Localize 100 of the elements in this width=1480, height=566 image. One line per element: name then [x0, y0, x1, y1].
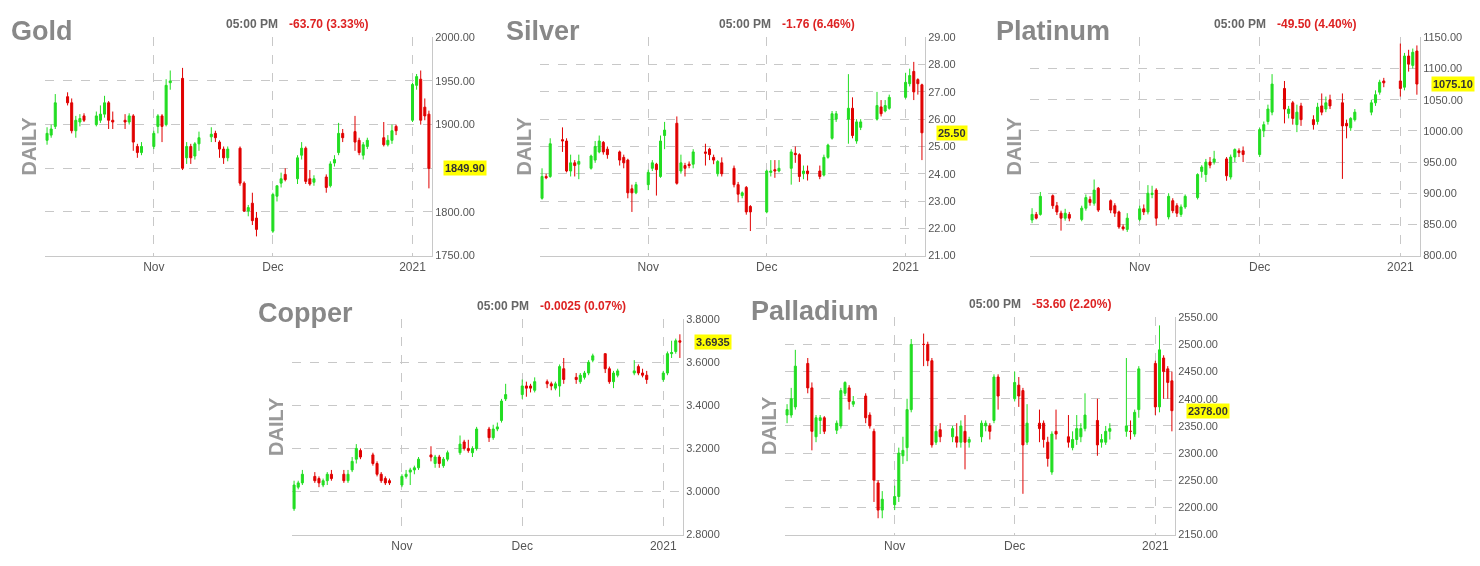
candlestick [675, 115, 679, 186]
candlestick [1291, 100, 1295, 126]
candlestick [678, 333, 682, 359]
candlestick [847, 384, 851, 411]
candlestick [830, 110, 834, 141]
candlestick [1316, 102, 1320, 126]
candlestick [636, 363, 640, 376]
candlestick [45, 126, 49, 146]
candlestick [1282, 80, 1286, 124]
chart-title: Platinum [996, 16, 1111, 46]
candlestick [387, 478, 392, 486]
candlestick [814, 414, 818, 443]
candlestick [540, 167, 544, 201]
annotation: 1075.10 [1433, 78, 1473, 90]
candlestick [462, 439, 466, 452]
y-tick-label: 29.00 [928, 31, 956, 44]
candlestick [955, 422, 959, 449]
candlestick [1096, 186, 1100, 213]
candlestick [491, 424, 495, 441]
candlestick [879, 99, 883, 117]
candlestick [74, 115, 78, 139]
candlestick [1138, 205, 1142, 222]
y-tick-label: 3.0000 [686, 485, 720, 498]
candlestick [107, 100, 111, 130]
candlestick [164, 78, 168, 127]
candlestick [1212, 150, 1216, 166]
annotation: 3.6935 [696, 336, 730, 348]
candlestick [127, 112, 131, 126]
candlestick [988, 422, 992, 440]
text: 05:00 PM [719, 17, 772, 31]
y-tick-label: 27.00 [928, 85, 956, 98]
candlestick [304, 145, 308, 185]
candlestick [131, 113, 135, 152]
candlestick [213, 130, 217, 143]
annotation: 1849.90 [445, 162, 485, 174]
candlestick [1137, 365, 1141, 419]
y-tick-label: 2450.00 [1178, 365, 1218, 378]
candlestick [549, 381, 553, 391]
text: 05:00 PM [226, 17, 279, 31]
x-tick-label: Dec [756, 259, 778, 274]
candlestick [394, 124, 398, 136]
y-tick-label: 1950.00 [435, 74, 475, 87]
candlestick [419, 70, 423, 126]
candlestick [168, 70, 172, 91]
text: -49.50 (4.40%) [1277, 17, 1357, 31]
candlestick [578, 372, 582, 385]
candlestick [189, 143, 193, 165]
candlestick [544, 173, 548, 180]
candlestick [875, 91, 879, 122]
candlestick [1162, 354, 1166, 400]
text: 05:00 PM [969, 297, 1022, 311]
x-tick-label: 2021 [1386, 259, 1415, 274]
candlestick [458, 435, 462, 456]
candlestick [806, 165, 810, 182]
candlestick [1063, 208, 1067, 222]
candlestick [103, 95, 107, 119]
candlestick [382, 121, 386, 147]
x-tick-label: Nov [391, 538, 413, 553]
candlestick [1311, 114, 1315, 131]
candlestick [325, 471, 329, 486]
candlestick [959, 419, 963, 449]
y-tick-label: 22.00 [928, 222, 956, 235]
candlestick [922, 333, 926, 367]
candlestick [659, 135, 662, 179]
candlestick [300, 141, 304, 161]
candlestick [645, 370, 649, 385]
candlestick [777, 159, 781, 173]
candlestick [980, 419, 984, 443]
candlestick [437, 454, 441, 469]
candlestick [1104, 425, 1108, 446]
candlestick [1025, 403, 1029, 446]
candlestick [801, 165, 805, 180]
x-tick-label: Nov [883, 538, 906, 553]
candlestick [703, 143, 707, 167]
candlestick [569, 154, 573, 177]
candlestick [605, 145, 609, 160]
candlestick [354, 443, 358, 464]
y-tick-label: 25.00 [928, 140, 956, 153]
text: -53.60 (2.20%) [1032, 297, 1112, 311]
x-tick-label: 2021 [399, 259, 427, 274]
candlestick [716, 159, 720, 177]
candlestick [1092, 179, 1096, 207]
y-tick-label: 2500.00 [1178, 338, 1218, 351]
y-axis-title: DAILY [512, 116, 535, 176]
y-axis-title: DAILY [1002, 116, 1025, 176]
candlestick [562, 357, 566, 385]
candlestick [558, 363, 562, 398]
candlestick [1208, 156, 1212, 169]
candlestick [712, 154, 716, 165]
candlestick [1066, 414, 1070, 449]
candlestick [822, 415, 826, 435]
candlestick [1287, 105, 1291, 119]
y-tick-label: 28.00 [928, 58, 956, 71]
x-tick-label: Nov [143, 259, 165, 274]
candlestick [951, 425, 955, 443]
annotation: 2378.00 [1188, 405, 1228, 417]
y-tick-label: 3.2000 [686, 442, 720, 455]
y-tick-label: 1750.00 [435, 249, 475, 262]
candlestick [632, 359, 636, 376]
candlestick [337, 122, 341, 156]
